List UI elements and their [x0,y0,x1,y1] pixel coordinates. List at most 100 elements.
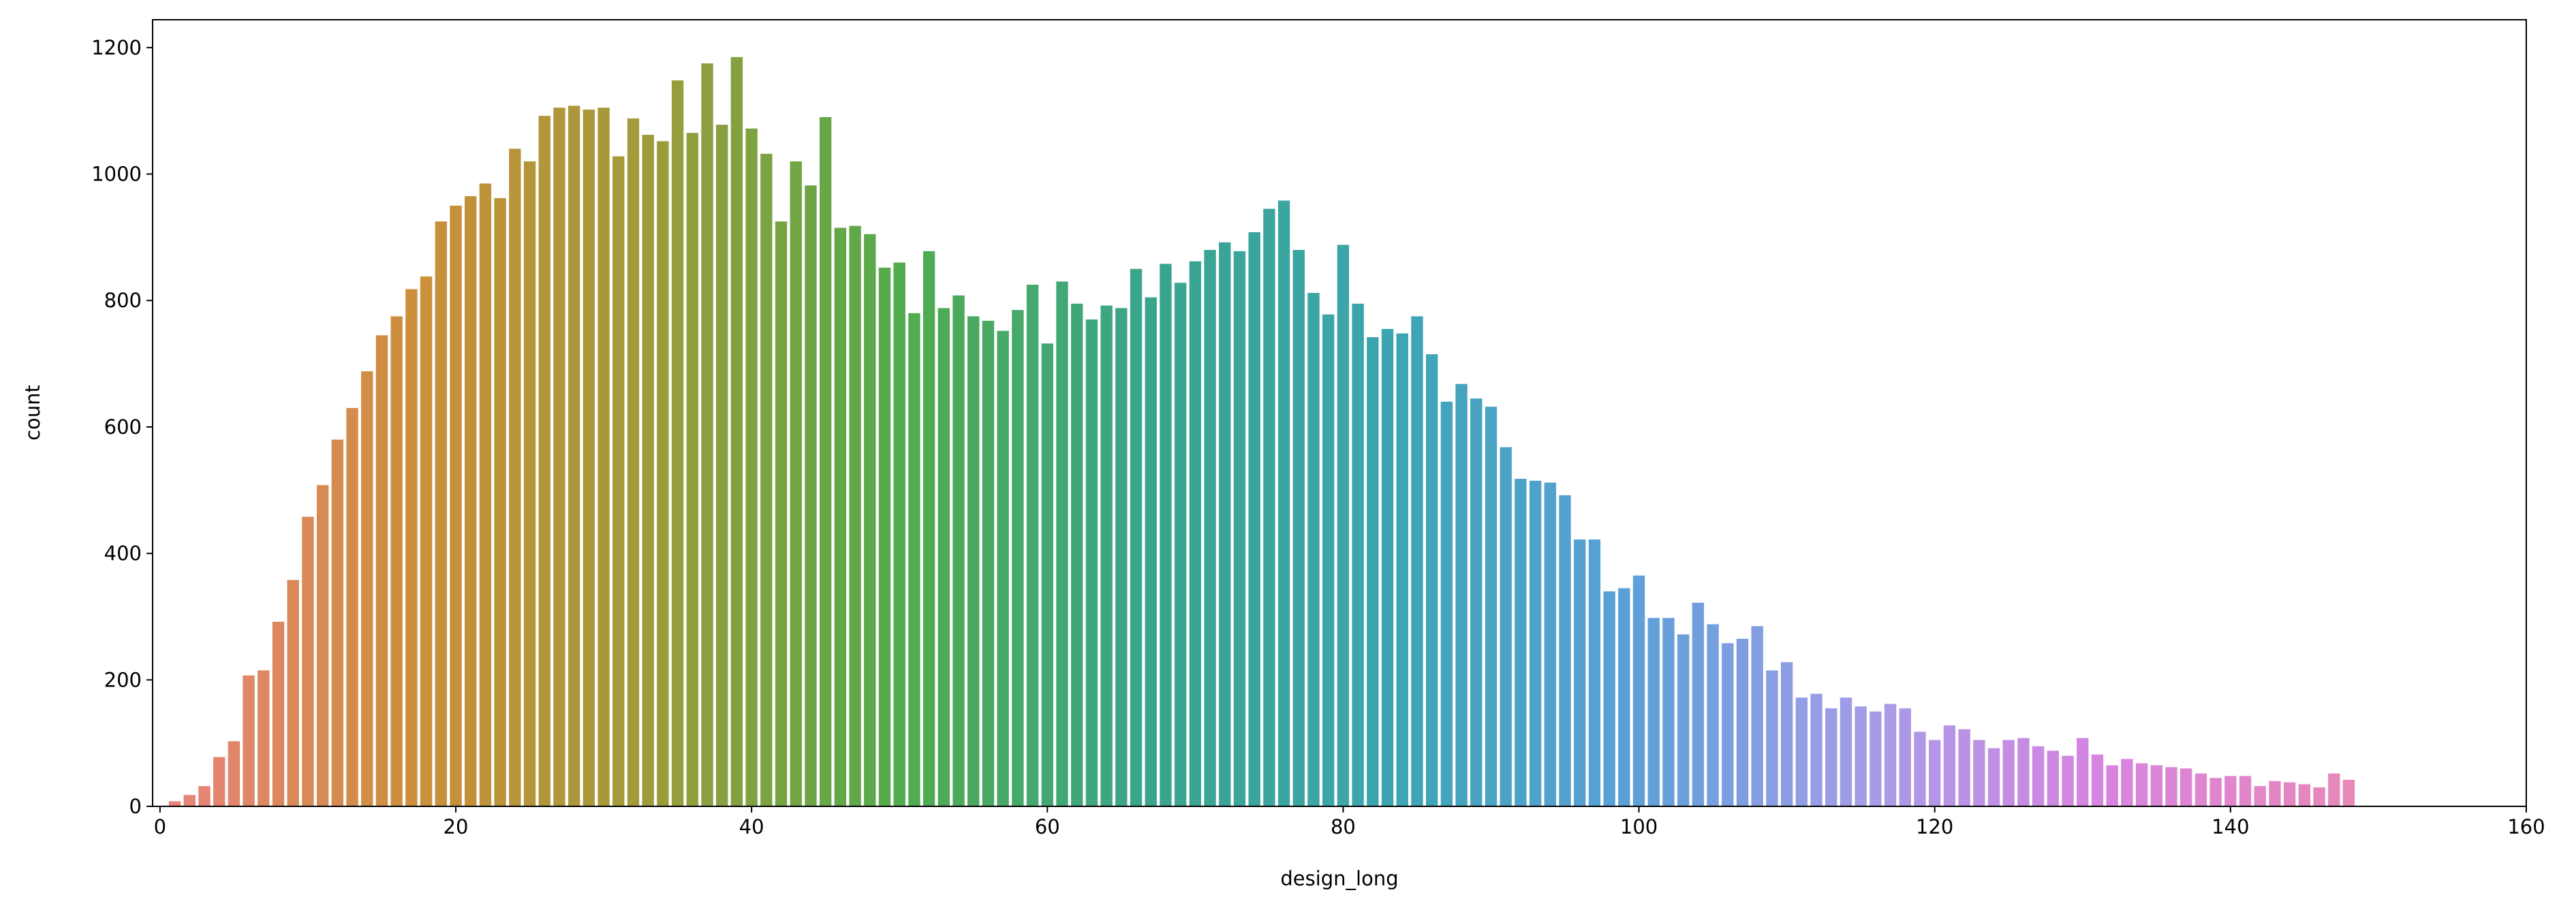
bar [1485,407,1498,806]
bar [1233,251,1246,806]
x-axis-label: design_long [1280,867,1398,890]
bar [435,221,447,807]
bar [361,371,373,806]
bar [2194,773,2207,806]
bar [1396,333,1408,806]
bar [494,198,506,806]
bar [1381,329,1394,806]
bar [1736,638,1749,806]
bar [1588,539,1601,806]
bar [1500,447,1512,806]
bar [1529,480,1542,806]
bar [1632,575,1645,806]
bar [671,80,684,806]
y-tick-label: 1000 [91,163,142,186]
bar [1204,249,1216,806]
bar [1263,208,1275,806]
bar [1411,316,1423,806]
bar [922,251,935,806]
bar [390,316,403,806]
bar [1795,697,1808,806]
x-tick-label: 40 [739,815,764,838]
bar [1899,708,1911,806]
bar [1174,283,1187,807]
bar [1722,643,1734,806]
bar [2135,763,2148,806]
bar [1825,708,1837,806]
bar [538,116,550,807]
bar [2284,782,2296,806]
x-tick-label: 120 [1916,815,1953,838]
bar [1914,731,1926,806]
bar [1026,285,1039,806]
y-tick-label: 800 [104,289,142,312]
bar [2254,786,2266,806]
bar [1869,711,1882,806]
bar [1810,693,1822,806]
bar [287,580,299,806]
bar [1544,482,1557,806]
bar [1352,303,1364,806]
bar [1041,343,1053,807]
bar [1012,310,1024,806]
bar [775,221,788,807]
bar [1574,539,1586,806]
y-tick-label: 1200 [91,36,142,59]
bar [642,134,654,806]
bar [1219,242,1231,806]
bar [198,786,211,806]
bar [553,108,565,807]
bar [1277,200,1290,806]
bar [228,741,240,806]
bar [2150,765,2163,806]
bar [952,295,965,806]
bar [1884,704,1897,806]
bar [878,267,891,807]
x-tick-label: 60 [1035,815,1060,838]
bar [168,801,181,806]
bar [701,63,713,807]
x-tick-label: 160 [2507,815,2545,838]
bar [509,148,521,806]
bar [1056,281,1068,806]
bar [2106,765,2118,806]
x-tick-label: 0 [154,815,166,838]
bar [346,408,358,806]
bar [627,118,640,806]
bar [2298,784,2311,806]
bar [893,262,905,806]
bar [745,128,758,807]
bar [1440,401,1453,806]
bar [2342,780,2355,806]
bar [1662,618,1675,806]
bar [2121,759,2133,806]
bar [2077,738,2089,806]
bar [272,621,285,806]
x-tick-label: 20 [444,815,469,838]
bar [1943,725,1956,806]
bar [1987,748,2000,806]
bar [760,153,773,807]
bar [1618,588,1630,806]
bar [686,133,698,806]
bar [1677,634,1690,806]
bar [1515,479,1527,806]
bar [612,156,625,806]
bar [1603,591,1615,806]
y-tick-label: 0 [129,795,142,818]
bar [982,320,995,807]
bar [864,234,876,806]
bar [1707,624,1719,806]
bar [997,330,1009,806]
bar [1100,305,1113,807]
x-tick-label: 100 [1620,815,1658,838]
bar [1929,740,1941,806]
bar [523,161,536,807]
bar [183,795,196,806]
bar [302,516,314,806]
bar [2269,780,2281,806]
bar [908,313,920,807]
bar [1292,249,1305,806]
bar [2180,768,2192,806]
